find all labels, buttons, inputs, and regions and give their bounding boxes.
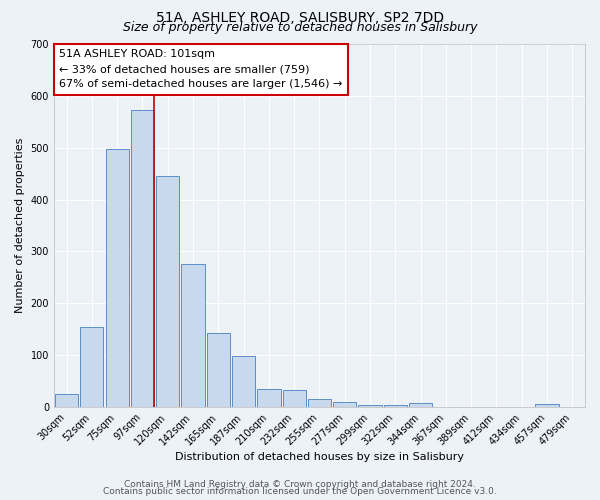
Bar (80, 326, 103, 407)
Bar (409, 404, 432, 407)
Text: Size of property relative to detached houses in Salisbury: Size of property relative to detached ho… (123, 21, 477, 34)
Text: 51A ASHLEY ROAD: 101sqm
← 33% of detached houses are smaller (759)
67% of semi-d: 51A ASHLEY ROAD: 101sqm ← 33% of detache… (59, 50, 343, 89)
Bar (206, 333, 230, 407)
Bar (333, 402, 356, 407)
Text: 51A, ASHLEY ROAD, SALISBURY, SP2 7DD: 51A, ASHLEY ROAD, SALISBURY, SP2 7DD (156, 10, 444, 24)
Bar (535, 404, 559, 407)
Text: Contains public sector information licensed under the Open Government Licence v3: Contains public sector information licen… (103, 487, 497, 496)
Bar (358, 405, 382, 407)
Bar (283, 390, 306, 407)
Bar (181, 264, 205, 407)
Bar (257, 389, 281, 407)
Bar (383, 405, 407, 407)
Bar (308, 400, 331, 407)
Bar (156, 176, 179, 407)
Bar (55, 394, 78, 407)
Y-axis label: Number of detached properties: Number of detached properties (15, 138, 25, 313)
Text: Contains HM Land Registry data © Crown copyright and database right 2024.: Contains HM Land Registry data © Crown c… (124, 480, 476, 489)
Bar (232, 356, 255, 407)
X-axis label: Distribution of detached houses by size in Salisbury: Distribution of detached houses by size … (175, 452, 464, 462)
Bar (106, 149, 129, 407)
Bar (131, 110, 154, 407)
